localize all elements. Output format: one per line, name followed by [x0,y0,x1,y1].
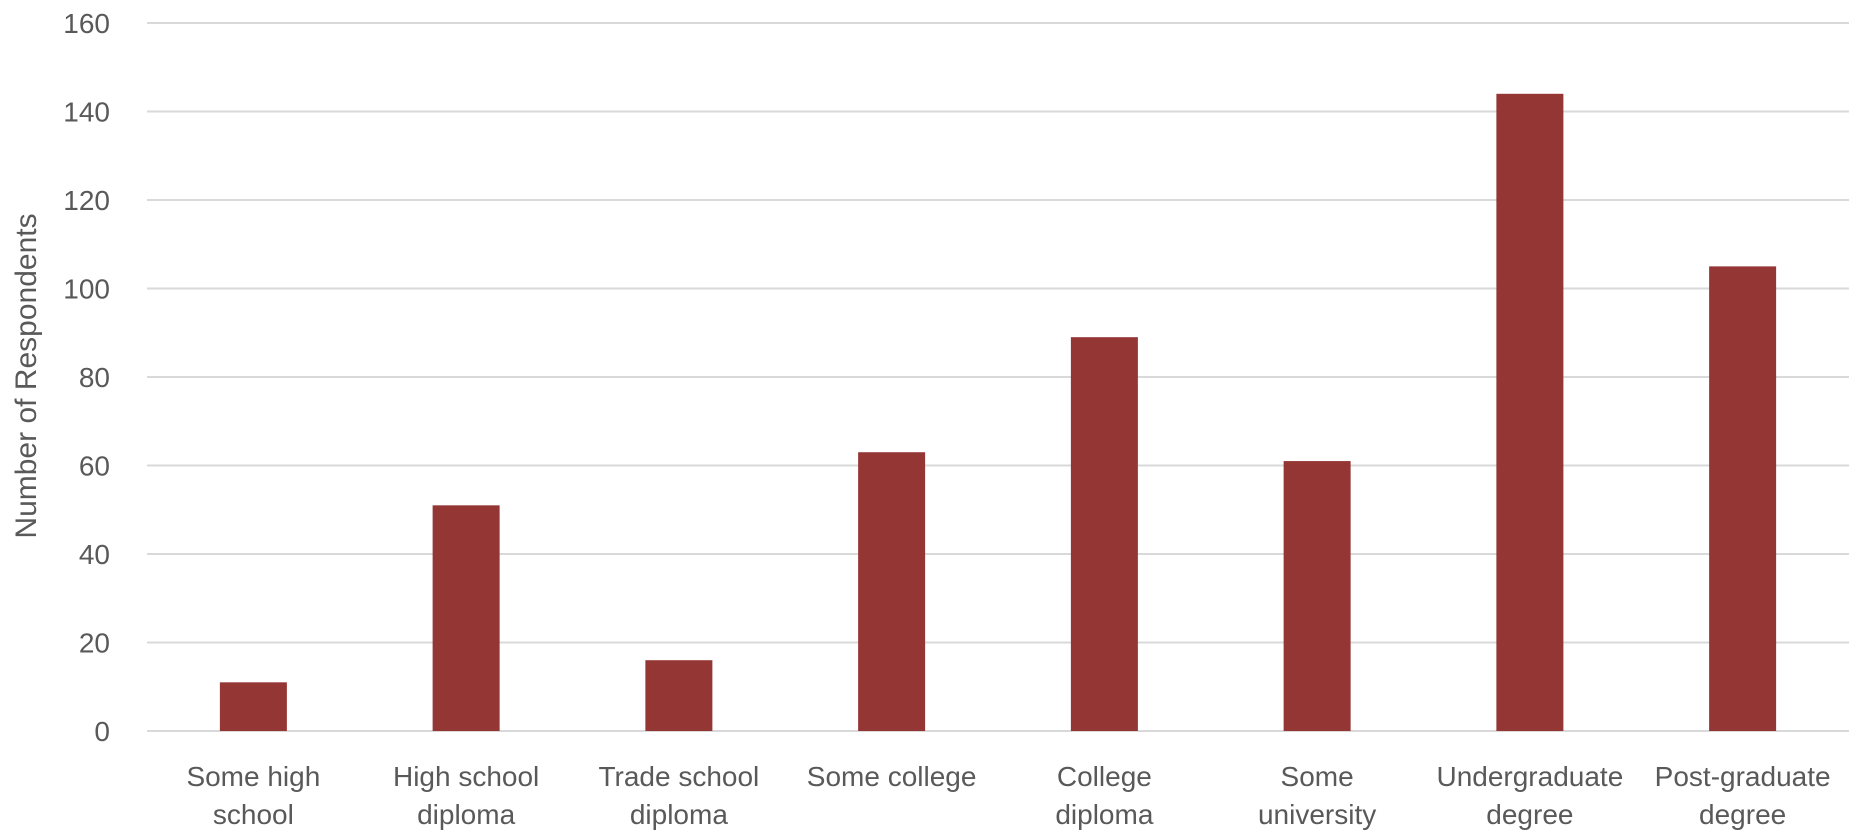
y-axis-tick-labels: 0 20 40 60 80 100 120 140 160 [63,8,110,747]
y-tick-label: 60 [79,451,110,482]
x-category-label: diploma [417,799,515,830]
bars [219,93,1777,732]
x-category-label: Some [1281,761,1354,792]
x-category-label: Post-graduate [1655,761,1831,792]
y-tick-label: 100 [63,274,110,305]
x-category-label: Trade school [598,761,759,792]
bar-2 [645,660,713,731]
x-category-label: Some college [807,761,977,792]
y-tick-label: 140 [63,97,110,128]
x-category-label: university [1258,799,1376,830]
y-tick-label: 0 [94,716,110,747]
x-category-label: Undergraduate [1436,761,1623,792]
bar-3 [858,452,926,731]
x-category-label: degree [1699,799,1786,830]
y-tick-label: 20 [79,628,110,659]
bar-1 [432,505,500,731]
y-tick-label: 160 [63,8,110,39]
x-category-label: diploma [1055,799,1153,830]
gridlines [147,22,1849,732]
x-category-label: High school [393,761,539,792]
x-category-label: Some high [186,761,320,792]
x-axis-category-labels: Some high school High school diploma Trade s… [186,761,1830,830]
y-tick-label: 80 [79,362,110,393]
x-category-label: College [1057,761,1152,792]
x-category-label: degree [1486,799,1573,830]
bar-0 [219,682,287,731]
bar-5 [1283,461,1351,731]
bar-7 [1709,266,1777,731]
x-category-label: school [213,799,294,830]
bar-6 [1496,93,1564,732]
y-tick-label: 40 [79,539,110,570]
y-tick-label: 120 [63,185,110,216]
bar-4 [1070,337,1138,731]
x-category-label: diploma [630,799,728,830]
y-axis-label: Number of Respondents [10,213,43,538]
